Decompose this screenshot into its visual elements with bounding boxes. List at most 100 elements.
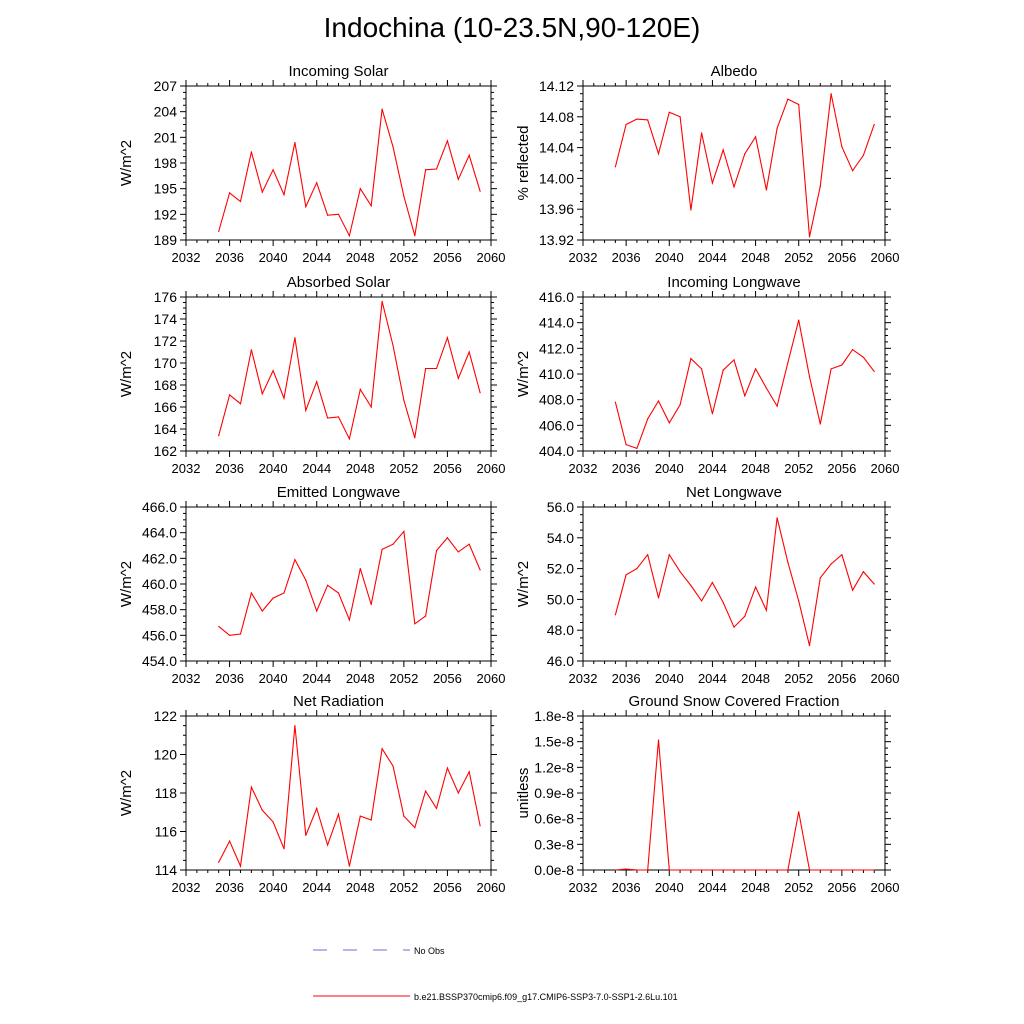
data-point <box>403 195 405 197</box>
y-tick-label: 416.0 <box>539 289 574 305</box>
data-point <box>370 205 372 207</box>
x-tick-label: 2044 <box>302 671 331 686</box>
x-tick-label: 2040 <box>259 461 288 476</box>
y-axis-label: W/m^2 <box>118 561 135 607</box>
x-tick-label: 2060 <box>477 461 506 476</box>
panel-title: Net Radiation <box>293 693 384 710</box>
panel-net-longwave: 2032 2036 2040 2044 2048 2052 2056 2060 46.0 48.0… <box>515 484 899 686</box>
data-point <box>479 569 481 571</box>
data-point <box>305 206 307 208</box>
y-tick-label: 48.0 <box>547 622 574 638</box>
x-tick-label: 2032 <box>172 250 201 265</box>
data-point <box>657 400 660 402</box>
data-point <box>862 571 865 573</box>
data-point <box>841 146 843 148</box>
y-tick-label: 168 <box>154 377 178 393</box>
data-point <box>873 583 875 585</box>
data-point <box>283 848 285 850</box>
y-tick-label: 114 <box>155 862 178 878</box>
plot-frame <box>582 506 886 662</box>
data-point <box>337 416 340 418</box>
data-point <box>873 123 875 126</box>
x-tick-label: 2048 <box>741 880 770 895</box>
y-tick-label: 1.2e-8 <box>534 759 574 775</box>
y-tick-label: 460.0 <box>142 576 177 592</box>
data-point <box>733 869 735 871</box>
data-point <box>625 444 627 446</box>
data-point <box>765 387 768 389</box>
figure-title: Indochina (10-23.5N,90-120E) <box>323 12 701 43</box>
x-tick-label: 2044 <box>302 880 331 895</box>
data-point <box>348 865 350 867</box>
data-point <box>701 869 703 871</box>
data-point <box>636 869 638 871</box>
y-tick-label: 14.12 <box>539 78 574 94</box>
x-tick-label: 2032 <box>172 671 201 686</box>
data-point <box>819 423 821 425</box>
data-point <box>229 394 231 396</box>
x-tick-label: 2032 <box>172 880 201 895</box>
y-tick-label: 13.96 <box>539 201 574 217</box>
x-tick-label: 2052 <box>389 880 418 895</box>
x-tick-label: 2052 <box>784 880 813 895</box>
data-point <box>392 543 394 545</box>
data-point <box>744 615 746 617</box>
data-point <box>722 601 724 604</box>
data-point <box>457 178 459 180</box>
data-point <box>776 517 778 519</box>
series-line <box>614 517 875 646</box>
x-tick-label: 2052 <box>389 461 418 476</box>
data-point <box>359 388 361 390</box>
y-tick-label: 464.0 <box>142 525 177 541</box>
data-point <box>479 190 481 192</box>
series-line <box>614 319 875 450</box>
data-point <box>457 377 459 379</box>
x-tick-label: 2052 <box>389 671 418 686</box>
data-point <box>711 413 714 415</box>
data-point <box>798 811 800 813</box>
panel-title: Absorbed Solar <box>287 274 390 291</box>
y-tick-label: 54.0 <box>547 530 574 546</box>
y-tick-label: 164 <box>154 421 178 437</box>
data-point <box>841 554 843 556</box>
y-tick-label: 207 <box>154 78 178 94</box>
data-point <box>479 392 481 394</box>
data-point <box>261 191 263 193</box>
x-tick-label: 2036 <box>612 461 641 476</box>
data-point <box>690 869 692 871</box>
data-point <box>425 367 427 370</box>
data-point <box>316 610 318 612</box>
data-point <box>359 568 361 570</box>
x-tick-label: 2056 <box>827 461 856 476</box>
data-point <box>873 370 875 372</box>
data-point <box>359 815 361 817</box>
x-tick-label: 2040 <box>655 671 684 686</box>
data-point <box>711 869 714 871</box>
x-tick-label: 2036 <box>612 671 641 686</box>
data-point <box>348 619 350 621</box>
data-point <box>862 869 865 871</box>
data-point <box>776 869 778 871</box>
data-point <box>381 300 383 302</box>
data-point <box>305 409 307 411</box>
x-tick-label: 2044 <box>698 880 727 895</box>
y-tick-label: 1.5e-8 <box>534 734 574 750</box>
data-point <box>370 819 372 821</box>
x-tick-label: 2056 <box>827 250 856 265</box>
y-tick-label: 14.08 <box>539 109 574 125</box>
series-line <box>218 301 481 441</box>
data-point <box>852 170 854 172</box>
data-point <box>261 393 263 395</box>
data-point <box>316 381 318 383</box>
data-point <box>722 149 724 151</box>
data-point <box>392 146 394 148</box>
x-tick-label: 2060 <box>871 880 900 895</box>
x-tick-label: 2060 <box>871 671 900 686</box>
data-point <box>755 368 757 370</box>
data-point <box>250 151 252 153</box>
data-point <box>733 359 735 361</box>
data-point <box>414 623 416 625</box>
data-point <box>625 574 627 576</box>
data-point <box>690 584 692 587</box>
